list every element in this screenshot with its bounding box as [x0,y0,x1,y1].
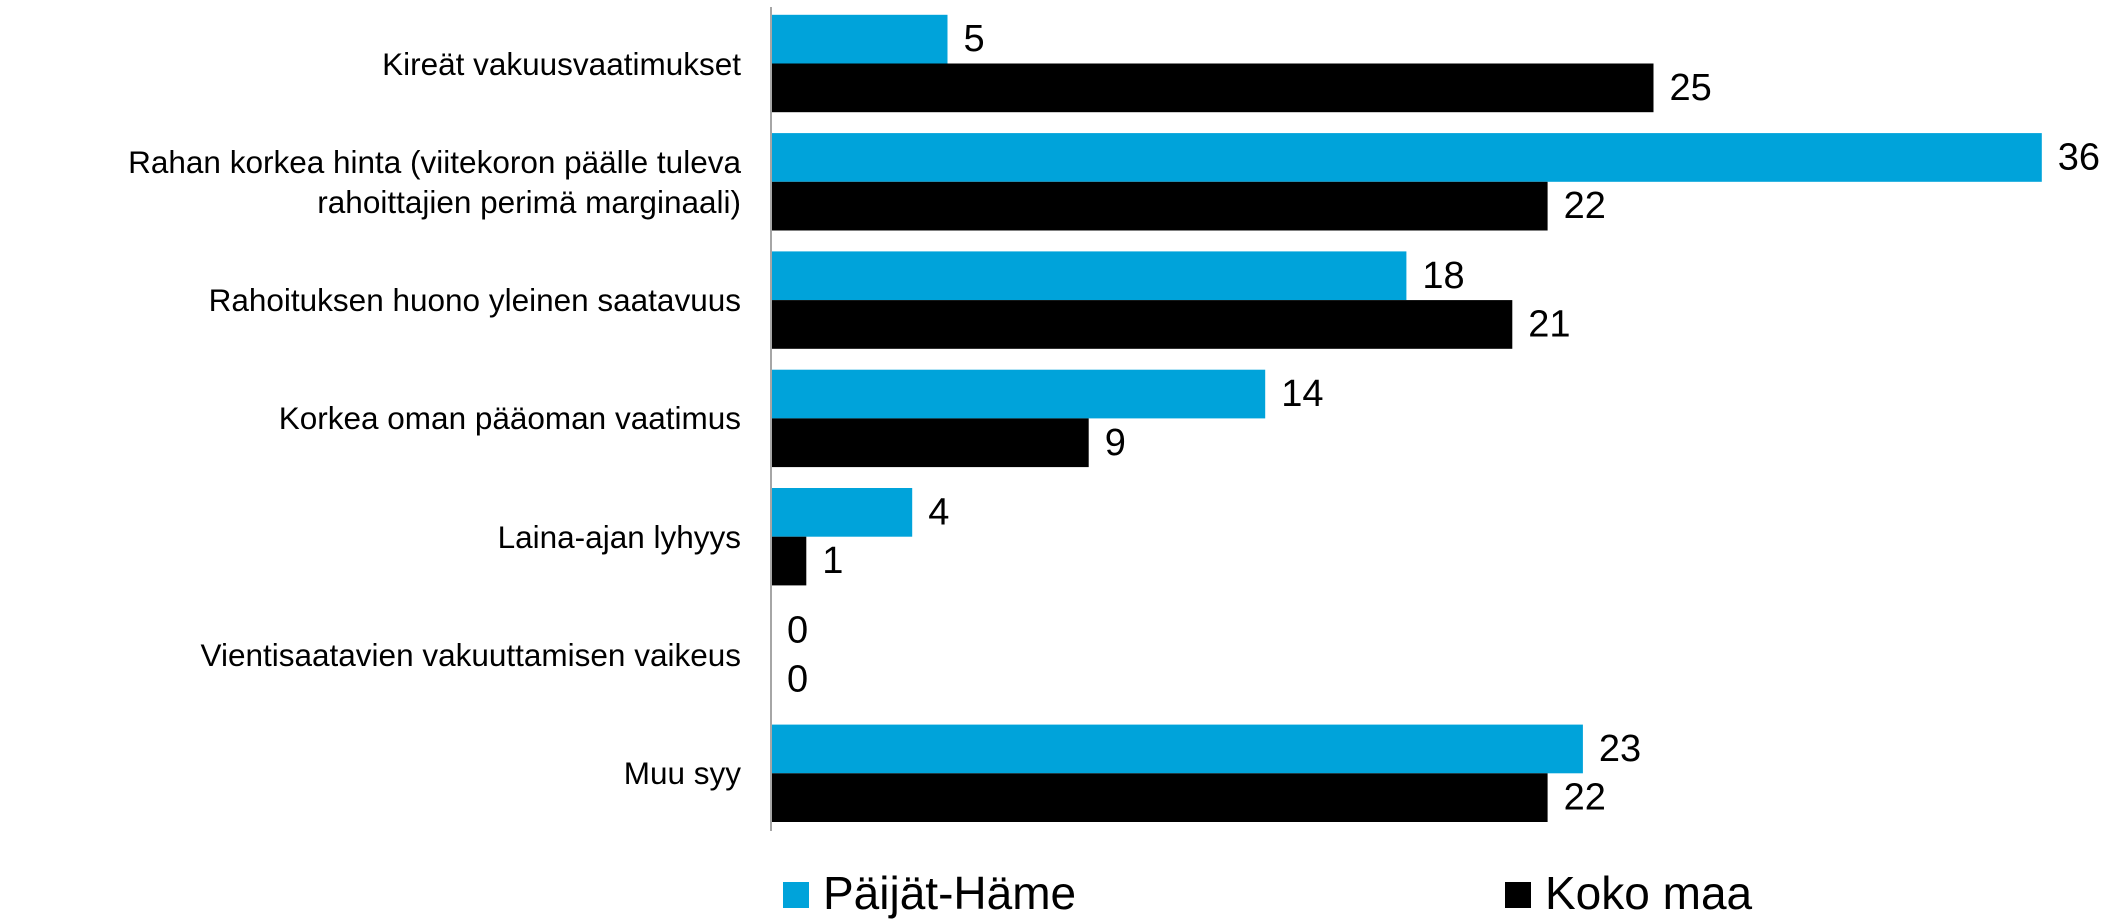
category-label: Laina-ajan lyhyys [497,518,741,555]
value-label: 22 [1564,777,1606,819]
legend-swatch [783,882,809,908]
category-label: Rahoituksen huono yleinen saatavuus [208,282,741,319]
value-label: 14 [1281,373,1323,415]
value-label: 5 [964,18,985,60]
bar [771,63,1654,113]
value-label: 9 [1105,422,1126,464]
value-label: 0 [787,610,808,652]
value-label: 25 [1670,67,1712,109]
bar [771,773,1548,822]
category-label: Rahan korkea hinta (viitekoron päälle tu… [128,143,741,220]
bar [771,14,948,64]
value-label: 18 [1422,255,1464,297]
category-label: Korkea oman pääoman vaatimus [278,400,741,437]
value-label: 0 [787,658,808,700]
category-label: Muu syy [623,755,741,792]
bar [771,536,807,586]
value-label: 21 [1528,303,1570,345]
bar [771,133,2042,182]
value-label: 22 [1564,185,1606,227]
category-label: Kireät vakuusvaatimukset [382,45,741,82]
bar [771,724,1583,774]
value-label: 1 [822,540,843,582]
bar [771,181,1548,231]
bar [771,251,1407,301]
legend-label: Päijät-Häme [823,867,1076,919]
category-label: Vientisaatavien vakuuttamisen vaikeus [200,637,741,673]
value-label: 4 [928,491,949,533]
value-label: 23 [1599,728,1641,770]
legend-swatch [1505,882,1531,908]
bar [771,488,913,537]
bar [771,369,1266,419]
legend-label: Koko maa [1545,867,1753,919]
bar [771,300,1513,349]
bar [771,418,1089,468]
value-label: 36 [2058,136,2100,178]
